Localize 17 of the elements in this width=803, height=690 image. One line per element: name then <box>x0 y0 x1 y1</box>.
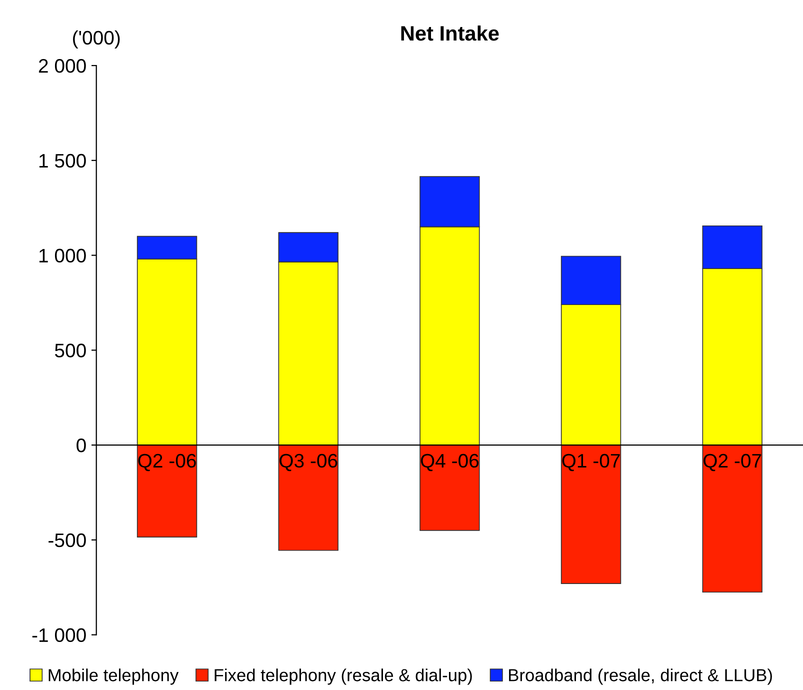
y-tick-label: 500 <box>54 344 86 358</box>
y-tick-label: 2 000 <box>38 59 86 73</box>
x-tick-label: Q2 -07 <box>704 454 762 472</box>
x-tick-label: Q4 -06 <box>420 454 479 472</box>
legend-label: Fixed telephony (resale & dial-up) <box>214 668 472 685</box>
y-tick-label: 1 500 <box>39 154 86 168</box>
y-axis-title: ('000) <box>73 30 120 48</box>
legend-label: Mobile telephony <box>48 668 179 685</box>
chart-title: Net Intake <box>401 25 499 41</box>
y-tick-label: 0 <box>76 438 86 452</box>
legend-label: Broadband (resale, direct & LLUB) <box>509 668 772 685</box>
x-tick-label: Q2 -06 <box>138 454 196 472</box>
y-tick-label: -1 000 <box>32 628 86 642</box>
y-tick-label: -500 <box>48 533 86 548</box>
x-tick-label: Q3 -06 <box>280 454 338 472</box>
x-tick-label: Q1 -07 <box>562 454 620 472</box>
y-tick-label: 1 000 <box>39 248 86 263</box>
